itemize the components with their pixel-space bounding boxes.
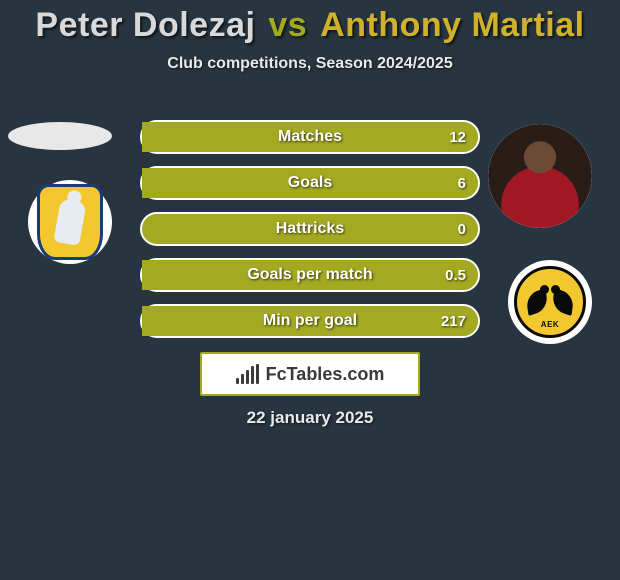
watermark: FcTables.com (200, 352, 420, 396)
stat-value-right: 6 (458, 168, 466, 198)
date-text: 22 january 2025 (0, 408, 620, 428)
panetolikos-crest-icon (37, 184, 103, 260)
stat-value-right: 12 (449, 122, 466, 152)
stat-label: Goals per match (142, 260, 478, 290)
stat-label: Goals (142, 168, 478, 198)
title-vs: vs (268, 6, 307, 44)
page-title: Peter Dolezaj vs Anthony Martial (0, 6, 620, 45)
stat-value-right: 0 (458, 214, 466, 244)
stat-row: Matches12 (140, 120, 480, 154)
stat-value-right: 217 (441, 306, 466, 336)
stats-area: Matches12 Goals6 Hattricks0 Goals per match… (140, 120, 480, 350)
watermark-text: FcTables.com (266, 364, 385, 385)
stat-label: Hattricks (142, 214, 478, 244)
stat-row: Goals6 (140, 166, 480, 200)
martial-photo-icon (488, 124, 592, 228)
player-left-club-crest (28, 180, 112, 264)
title-player-left: Peter Dolezaj (35, 6, 255, 44)
title-player-right: Anthony Martial (320, 6, 584, 44)
stat-row: Hattricks0 (140, 212, 480, 246)
player-left-photo (8, 122, 112, 150)
player-right-photo (488, 124, 592, 228)
subtitle: Club competitions, Season 2024/2025 (0, 55, 620, 73)
stat-row: Goals per match0.5 (140, 258, 480, 292)
stat-value-right: 0.5 (445, 260, 466, 290)
stat-label: Min per goal (142, 306, 478, 336)
aek-crest-icon: AEK (514, 266, 586, 338)
stat-label: Matches (142, 122, 478, 152)
player-right-club-crest: AEK (508, 260, 592, 344)
bar-chart-icon (236, 364, 260, 384)
stat-row: Min per goal217 (140, 304, 480, 338)
